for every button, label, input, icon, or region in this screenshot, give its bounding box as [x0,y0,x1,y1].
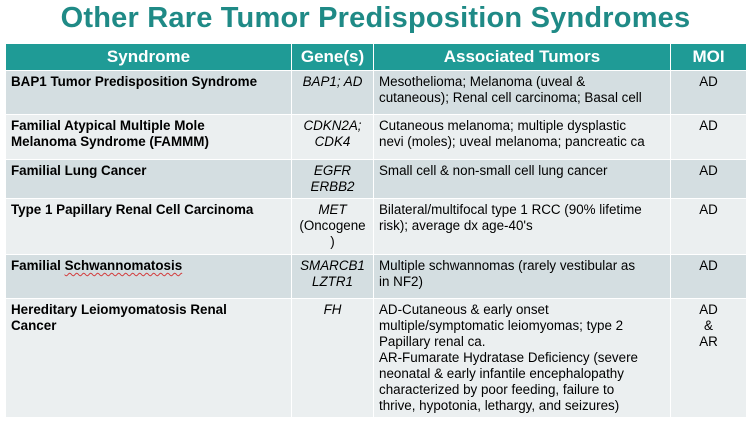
tumors-text: cutaneous); Renal cell carcinoma; Basal … [379,90,642,105]
tumors-cell: Mesothelioma; Melanoma (uveal & cutaneous… [373,70,671,115]
moi-text: AD [699,118,718,133]
tumors-cell: AD-Cutaneous & early onset multiple/sympt… [373,298,671,418]
gene-cell: FH [291,298,374,418]
moi-cell: AD & AR [670,298,747,418]
moi-cell: AD [670,70,747,115]
tumors-text: characterized by poor feeding, failure t… [379,382,615,397]
syndrome-cell: Familial Schwannomatosis [5,254,292,299]
moi-text: AD [699,202,718,217]
table-row: Type 1 Papillary Renal Cell Carcinoma ME… [5,198,747,255]
gene-text: FH [323,302,342,317]
syndrome-cell: Familial Lung Cancer [5,159,292,199]
moi-text: AD [699,74,718,89]
gene-text: MET [318,202,347,217]
tumors-cell: Cutaneous melanoma; multiple dysplastic n… [373,114,671,160]
moi-text: AD [699,163,718,178]
moi-text: AR [699,334,718,349]
syndrome-text: Familial Atypical Multiple Mole [11,118,205,133]
gene-cell: CDKN2A; CDK4 [291,114,374,160]
tumors-text: AR-Fumarate Hydratase Deficiency (severe [379,350,638,365]
gene-text: CDKN2A; [303,118,362,133]
header-associated-tumors: Associated Tumors [373,43,671,71]
table-row: Familial Schwannomatosis SMARCB1 LZTR1 Mu… [5,254,747,299]
header-syndrome: Syndrome [5,43,292,71]
tumors-text: in NF2) [379,274,423,289]
table-row: BAP1 Tumor Predisposition Syndrome BAP1;… [5,70,747,115]
tumors-text: AD-Cutaneous & early onset [379,302,549,317]
syndrome-text: Type 1 Papillary Renal Cell Carcinoma [11,202,254,217]
tumors-text: risk); average dx age-40's [379,218,533,233]
syndromes-table: Syndrome Gene(s) Associated Tumors MOI B… [5,43,747,418]
moi-cell: AD [670,254,747,299]
gene-cell: SMARCB1 LZTR1 [291,254,374,299]
syndrome-cell: Familial Atypical Multiple Mole Melanoma … [5,114,292,160]
moi-text: AD [699,302,718,317]
syndrome-text: Melanoma Syndrome (FAMMM) [11,134,209,149]
syndrome-text-spellcheck: Schwannomatosis [64,258,183,273]
tumors-text: thrive, hypotonia, lethargy, and seizure… [379,398,620,413]
tumors-cell: Multiple schwannomas (rarely vestibular … [373,254,671,299]
syndrome-text: Hereditary Leiomyomatosis Renal [11,302,227,317]
gene-cell: MET (Oncogene) [291,198,374,255]
tumors-text: Bilateral/multifocal type 1 RCC (90% lif… [379,202,642,217]
moi-text: AD [699,258,718,273]
gene-text: (Oncogene [299,218,366,233]
page-title: Other Rare Tumor Predisposition Syndrome… [60,2,691,34]
tumors-text: Multiple schwannomas (rarely vestibular … [379,258,636,273]
moi-cell: AD [670,198,747,255]
tumors-text: Papillary renal ca. [379,334,486,349]
gene-text: ) [330,234,335,249]
gene-text: EGFR [313,163,352,178]
tumors-text: Cutaneous melanoma; multiple dysplastic [379,118,627,133]
gene-text: BAP1; AD [302,74,363,89]
gene-text: LZTR1 [312,274,353,289]
tumors-text: Mesothelioma; Melanoma (uveal & [379,74,586,89]
table-row: Familial Atypical Multiple Mole Melanoma … [5,114,747,160]
moi-text: & [704,318,713,333]
header-moi: MOI [670,43,747,71]
tumors-text: neonatal & early infantile encephalopath… [379,366,624,381]
syndrome-text: BAP1 Tumor Predisposition Syndrome [11,74,258,89]
table-row: Hereditary Leiomyomatosis Renal Cancer FH… [5,298,747,418]
syndrome-cell: Type 1 Papillary Renal Cell Carcinoma [5,198,292,255]
table-header-row: Syndrome Gene(s) Associated Tumors MOI [5,43,747,71]
syndrome-text: Familial [11,258,65,273]
syndrome-cell: BAP1 Tumor Predisposition Syndrome [5,70,292,115]
syndrome-text: Cancer [11,318,57,333]
gene-text: CDK4 [314,134,351,149]
gene-cell: EGFR ERBB2 [291,159,374,199]
syndrome-cell: Hereditary Leiomyomatosis Renal Cancer [5,298,292,418]
syndrome-text: Familial Lung Cancer [11,163,147,178]
tumors-cell: Bilateral/multifocal type 1 RCC (90% lif… [373,198,671,255]
gene-text: SMARCB1 [300,258,365,273]
moi-cell: AD [670,114,747,160]
moi-cell: AD [670,159,747,199]
table-row: Familial Lung Cancer EGFR ERBB2 Small cel… [5,159,747,199]
header-genes: Gene(s) [291,43,374,71]
tumors-text: Small cell & non-small cell lung cancer [379,163,608,178]
tumors-text: multiple/symptomatic leiomyomas; type 2 [379,318,624,333]
tumors-cell: Small cell & non-small cell lung cancer [373,159,671,199]
gene-text: ERBB2 [310,179,355,194]
tumors-text: nevi (moles); uveal melanoma; pancreatic… [379,134,645,149]
gene-cell: BAP1; AD [291,70,374,115]
